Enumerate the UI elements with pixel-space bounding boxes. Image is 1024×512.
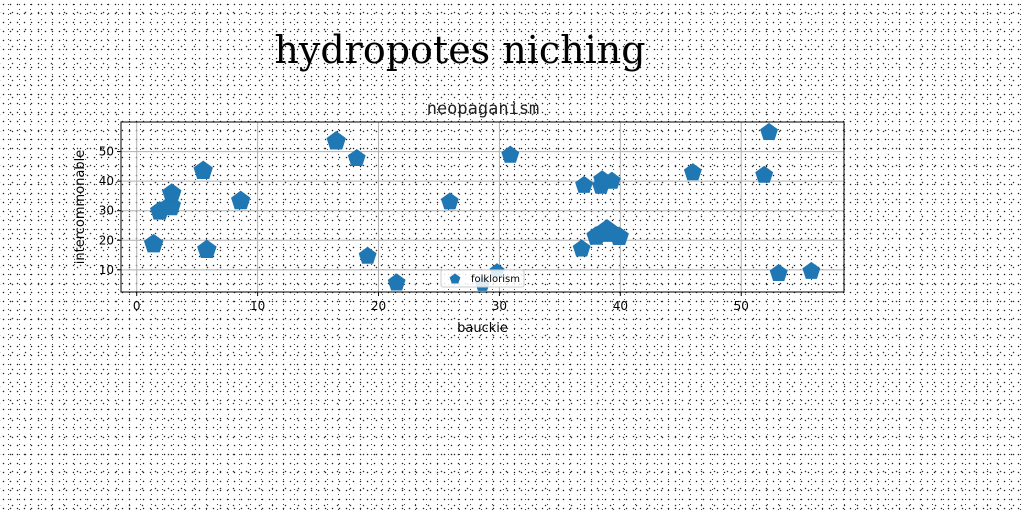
grid — [121, 122, 844, 292]
data-point — [143, 233, 164, 253]
legend-marker-icon — [449, 273, 461, 284]
data-point — [575, 175, 593, 193]
data-point — [231, 190, 251, 210]
page-title: hydropotes niching — [274, 28, 646, 72]
plot-area — [120, 121, 845, 293]
data-point — [755, 165, 774, 183]
x-tick-label: 20 — [371, 299, 386, 313]
data-point — [358, 246, 377, 264]
data-point — [387, 273, 406, 291]
x-tick-label: 40 — [613, 299, 628, 313]
data-points — [143, 122, 821, 291]
data-point — [769, 263, 788, 281]
legend: folklorism — [440, 269, 525, 288]
data-point — [572, 239, 591, 257]
data-point — [162, 183, 182, 202]
x-tick-label: 30 — [492, 299, 507, 313]
x-axis-label: bauckie — [457, 321, 508, 336]
data-point — [683, 163, 702, 181]
data-point — [347, 148, 366, 166]
data-point — [440, 192, 459, 210]
y-axis-label: intercommonable — [73, 150, 88, 264]
x-tick-label: 50 — [734, 299, 749, 313]
data-point — [802, 261, 821, 279]
y-tick-label: 20 — [99, 233, 114, 247]
data-point — [501, 145, 520, 163]
data-point — [193, 160, 213, 179]
data-point — [760, 122, 778, 140]
y-tick-label: 30 — [99, 204, 114, 218]
data-point — [326, 130, 346, 150]
chart-title: neopaganism — [427, 99, 540, 119]
axis-ticks: 0 10 20 30 40 50 10 20 30 40 50 — [99, 145, 749, 313]
legend-box — [440, 269, 525, 288]
y-tick-label: 10 — [99, 263, 114, 277]
x-tick-label: 10 — [250, 299, 265, 313]
y-tick-label: 40 — [99, 174, 114, 188]
y-tick-label: 50 — [99, 145, 114, 159]
data-point — [602, 171, 621, 189]
data-point — [609, 226, 629, 245]
x-tick-label: 0 — [133, 299, 141, 313]
legend-entry: folklorism — [471, 274, 520, 285]
data-point — [197, 239, 217, 258]
